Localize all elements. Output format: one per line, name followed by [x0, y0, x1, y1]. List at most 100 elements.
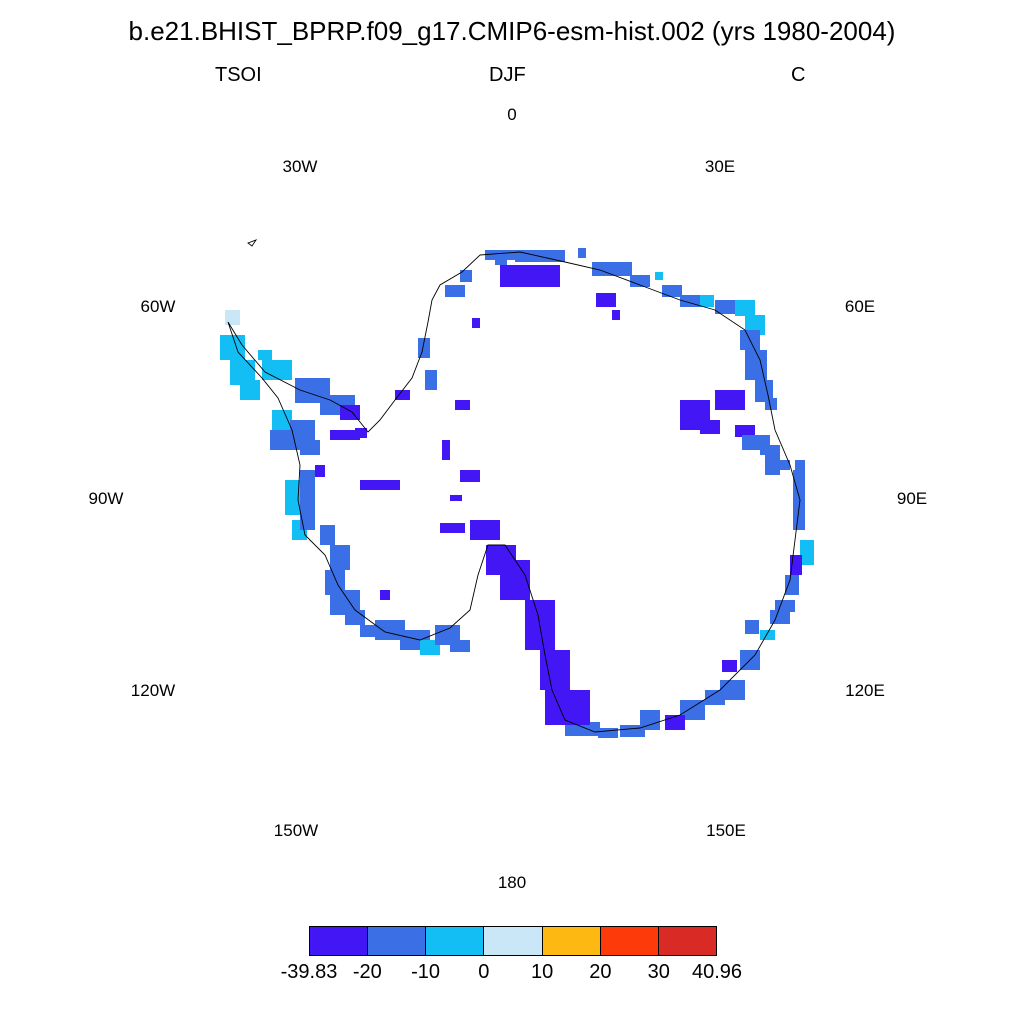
data-cell: [715, 390, 745, 410]
data-cell: [775, 600, 795, 612]
variable-label: TSOI: [215, 64, 262, 86]
data-cell: [460, 470, 480, 482]
data-cell: [440, 523, 465, 533]
colorbar: [309, 926, 717, 956]
data-cell: [565, 722, 600, 736]
data-cell: [290, 420, 315, 440]
colorbar-swatch: [426, 927, 485, 955]
map-title: b.e21.BHIST_BPRP.f09_g17.CMIP6-esm-hist.…: [128, 16, 896, 46]
data-cell: [455, 400, 470, 410]
data-cell: [300, 470, 315, 530]
data-cell: [450, 640, 470, 652]
data-cell: [592, 262, 632, 276]
data-cells: [220, 248, 814, 738]
colorbar-swatch: [484, 927, 543, 955]
data-cell: [500, 265, 560, 287]
data-cell: [355, 428, 367, 438]
data-cell: [578, 248, 586, 258]
data-cell: [220, 335, 245, 360]
units-label: C: [791, 64, 806, 86]
data-cell: [700, 295, 714, 307]
data-cell: [742, 435, 760, 450]
data-cell: [785, 575, 799, 595]
data-cell: [472, 318, 480, 328]
data-cell: [705, 690, 725, 705]
data-cell: [745, 350, 767, 380]
data-cell: [760, 630, 775, 640]
colorbar-swatch: [542, 927, 601, 955]
colorbar-tick-label: -10: [411, 961, 441, 983]
data-cell: [598, 728, 618, 738]
data-cell: [620, 725, 645, 737]
data-cell: [540, 650, 570, 690]
longitude-label: 150W: [274, 821, 318, 840]
data-cell: [360, 625, 375, 637]
colorbar-tick-label: 10: [531, 961, 554, 983]
data-cell: [325, 570, 345, 595]
longitude-label: 180: [498, 873, 526, 892]
data-cell: [665, 715, 685, 730]
data-cell: [315, 465, 325, 477]
longitude-label: 60W: [141, 297, 176, 316]
data-cell: [790, 555, 802, 575]
longitude-label: 150E: [706, 821, 746, 840]
colorbar-tick-label: 20: [589, 961, 612, 983]
longitude-label: 90W: [89, 489, 124, 508]
data-cell: [662, 285, 682, 297]
data-cell: [345, 610, 365, 625]
longitude-label: 120W: [131, 681, 175, 700]
data-cell: [395, 390, 410, 400]
data-cell: [418, 338, 430, 358]
season-label: DJF: [489, 64, 526, 86]
island-outline: [247, 239, 258, 247]
data-cell: [770, 610, 790, 624]
data-cell: [300, 440, 320, 455]
colorbar-tick-label: -20: [352, 961, 382, 983]
colorbar-tick-label: 30: [647, 961, 670, 983]
data-cell: [680, 700, 705, 720]
data-cell: [596, 293, 616, 307]
data-cell: [545, 690, 590, 725]
data-cell: [720, 680, 745, 700]
data-cell: [330, 545, 350, 570]
data-cell: [450, 495, 462, 501]
data-cell: [240, 380, 260, 400]
longitude-label: 90E: [897, 489, 927, 508]
data-cell: [425, 370, 437, 390]
longitude-label: 120E: [845, 681, 885, 700]
colorbar-swatch: [368, 927, 427, 955]
data-cell: [735, 425, 755, 437]
data-cell: [630, 275, 650, 287]
data-cell: [765, 398, 777, 410]
longitude-labels: 0 30E 60E 90E 120E 150E 180 150W 120W 90W 60W 30W: [89, 105, 928, 892]
data-cell: [780, 460, 790, 470]
data-cell: [765, 445, 780, 475]
data-cell: [320, 525, 335, 545]
data-cell: [722, 660, 737, 672]
data-cell: [262, 360, 292, 380]
colorbar-swatch: [600, 927, 659, 955]
data-cell: [495, 255, 507, 265]
data-cell: [486, 545, 516, 575]
data-cell: [800, 540, 814, 565]
colorbar-swatch: [658, 927, 716, 955]
colorbar-tick-label: -39.83: [280, 961, 338, 983]
data-cell: [360, 480, 400, 490]
data-cell: [655, 272, 663, 280]
longitude-label: 60E: [845, 297, 875, 316]
data-cell: [700, 420, 720, 434]
data-cell: [442, 440, 450, 460]
data-cell: [735, 300, 755, 316]
longitude-label: 0: [507, 105, 516, 124]
colorbar-tick-label: 0: [478, 961, 490, 983]
data-cell: [793, 470, 805, 530]
longitude-label: 30W: [283, 157, 318, 176]
data-cell: [612, 310, 620, 320]
data-cell: [445, 285, 465, 297]
longitude-label: 30E: [705, 157, 735, 176]
data-cell: [272, 410, 292, 435]
colorbar-swatch: [310, 927, 369, 955]
coastline: [227, 251, 801, 733]
data-cell: [680, 295, 705, 307]
